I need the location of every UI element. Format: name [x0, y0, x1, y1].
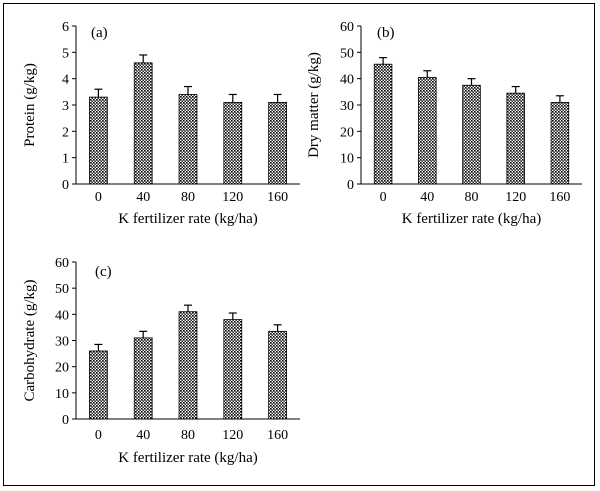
- bar-160: [550, 101, 570, 185]
- bar-120: [223, 101, 243, 185]
- y-tick-label: 40: [55, 308, 69, 323]
- x-tick-label: 40: [136, 190, 150, 205]
- x-tick-label: 120: [505, 190, 526, 205]
- x-tick-label: 120: [222, 190, 243, 205]
- x-tick-label: 160: [267, 190, 288, 205]
- x-tick-label: 0: [95, 190, 102, 205]
- bar-80: [178, 94, 198, 185]
- y-tick-label: 0: [347, 178, 354, 193]
- bar-40: [133, 62, 153, 185]
- y-axis-title: Dry matter (g/kg): [306, 52, 322, 158]
- y-tick-label: 60: [55, 256, 69, 271]
- y-tick-label: 30: [55, 335, 69, 350]
- y-tick-label: 50: [340, 46, 354, 61]
- x-tick-label: 40: [420, 190, 434, 205]
- y-axis-title: Carbohydrate (g/kg): [22, 279, 38, 401]
- x-tick-label: 0: [95, 428, 102, 443]
- y-tick-label: 50: [55, 282, 69, 297]
- y-tick-label: 5: [62, 46, 69, 61]
- panel-label: (a): [91, 25, 108, 41]
- bar-120: [506, 92, 525, 185]
- x-axis-title: K fertilizer rate (kg/ha): [118, 211, 258, 227]
- x-tick-label: 120: [222, 428, 243, 443]
- x-tick-label: 80: [181, 190, 195, 205]
- y-tick-label: 30: [340, 99, 354, 114]
- bar-80: [178, 311, 198, 420]
- chart-panel-2: 0 10 20 30 40 50 60 0 40 80 120 160 K fertilizer rat…: [22, 256, 300, 466]
- bar-0: [373, 63, 393, 185]
- y-tick-label: 60: [340, 20, 354, 35]
- x-tick-label: 40: [136, 428, 150, 443]
- x-tick-label: 0: [380, 190, 387, 205]
- y-tick-label: 6: [62, 20, 69, 35]
- x-tick-label: 160: [549, 190, 570, 205]
- y-tick-label: 10: [55, 387, 69, 402]
- chart-panel-0: 0 1 2 3 4 5 6 0 40 80 120 160 K fertilizer rate (kg/…: [22, 20, 300, 227]
- x-tick-label: 160: [267, 428, 288, 443]
- bar-40: [133, 337, 153, 420]
- bar-80: [462, 84, 481, 185]
- panel-label: (c): [95, 264, 112, 280]
- y-tick-label: 20: [55, 361, 69, 376]
- chart-panel-1: 0 10 20 30 40 50 60 0 40 80 120 160 K fertilizer rat…: [306, 20, 582, 227]
- bar-40: [418, 76, 437, 185]
- y-tick-label: 0: [62, 413, 69, 428]
- y-tick-label: 3: [62, 99, 69, 114]
- bar-0: [89, 96, 108, 185]
- y-tick-label: 4: [62, 73, 69, 88]
- y-tick-label: 40: [340, 73, 354, 88]
- y-tick-label: 2: [62, 125, 69, 140]
- x-tick-label: 80: [465, 190, 479, 205]
- bar-160: [268, 330, 287, 420]
- x-tick-label: 80: [181, 428, 195, 443]
- panel-label: (b): [377, 25, 395, 41]
- y-tick-label: 10: [340, 152, 354, 167]
- x-axis-title: K fertilizer rate (kg/ha): [118, 450, 258, 466]
- y-tick-label: 0: [62, 178, 69, 193]
- x-axis-title: K fertilizer rate (kg/ha): [402, 211, 542, 227]
- y-tick-label: 1: [62, 152, 69, 167]
- bar-160: [268, 101, 287, 185]
- bar-120: [223, 319, 243, 420]
- y-tick-label: 20: [340, 125, 354, 140]
- y-axis-title: Protein (g/kg): [22, 63, 38, 147]
- bar-0: [89, 350, 108, 420]
